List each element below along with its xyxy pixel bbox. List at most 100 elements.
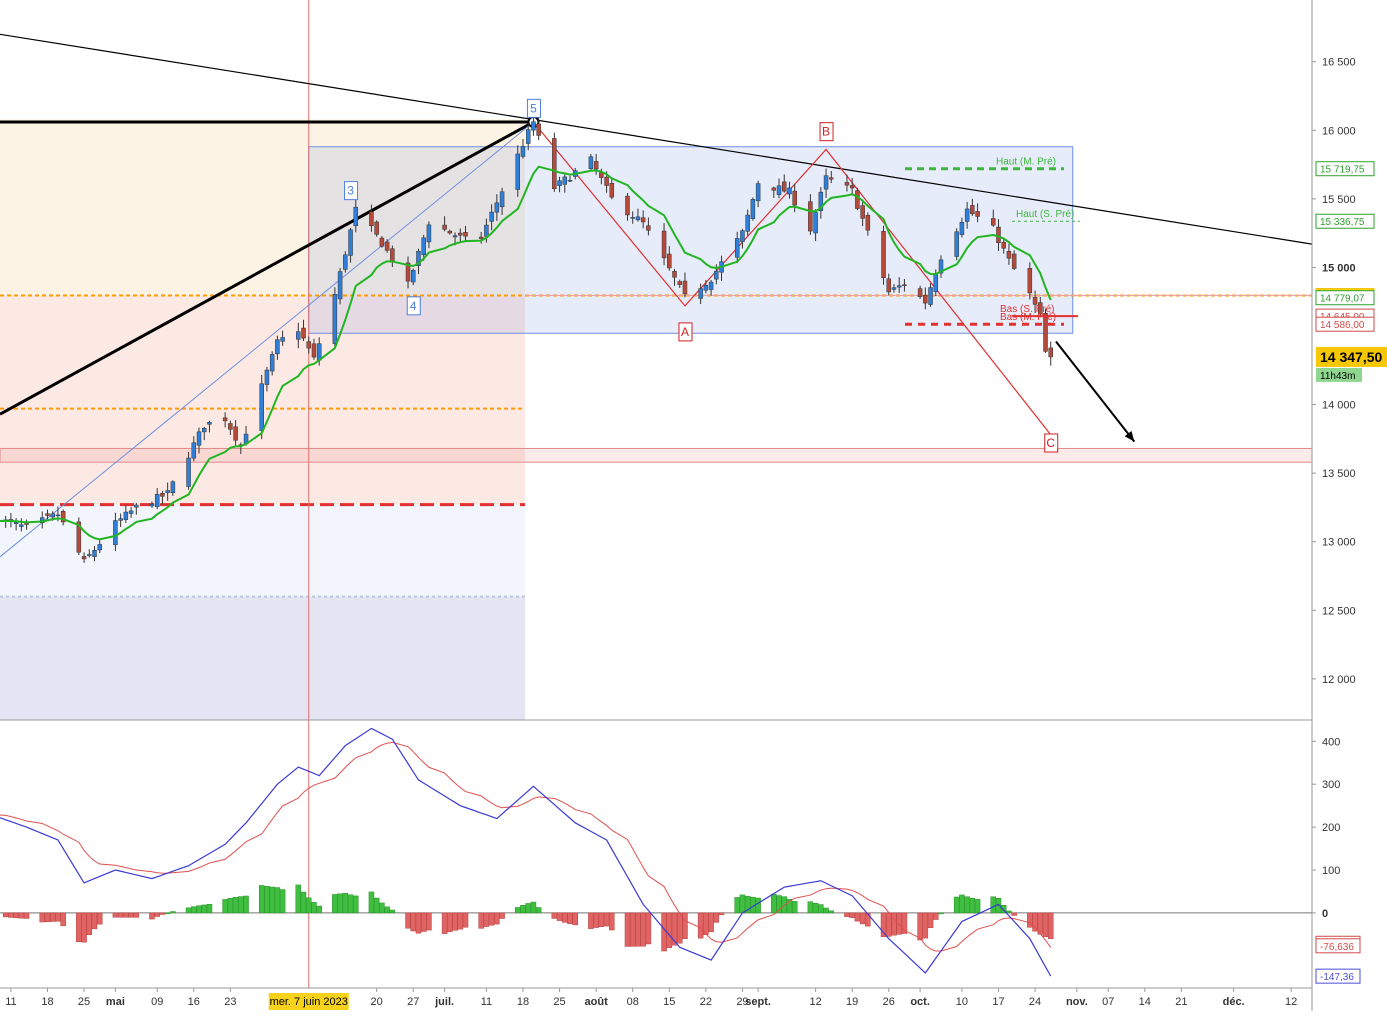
candle[interactable] [442,216,447,232]
candle[interactable] [886,273,892,296]
candle[interactable] [60,509,66,526]
candle[interactable] [640,210,646,229]
candle[interactable] [269,351,275,376]
candle[interactable] [808,194,813,235]
candle[interactable] [405,256,411,289]
candle[interactable] [928,283,933,307]
candle[interactable] [708,279,714,296]
candle[interactable] [1038,296,1043,317]
candle[interactable] [881,225,886,285]
candle[interactable] [818,187,824,219]
candle[interactable] [1032,290,1038,314]
candle[interactable] [661,223,667,266]
candle[interactable] [970,198,975,217]
candle[interactable] [463,225,468,242]
candle[interactable] [938,255,944,278]
candle[interactable] [458,228,463,243]
candle[interactable] [609,177,615,200]
candle[interactable] [489,204,494,231]
candle[interactable] [379,236,385,248]
candle[interactable] [118,513,123,527]
candle[interactable] [1048,341,1053,366]
candle[interactable] [374,220,379,237]
candle[interactable] [552,132,557,192]
candle[interactable] [348,227,353,263]
candle[interactable] [87,549,92,558]
candle[interactable] [154,488,160,510]
candle[interactable] [698,283,703,305]
candle[interactable] [646,217,651,236]
candle[interactable] [1001,239,1006,254]
candle[interactable] [160,490,165,505]
candle[interactable] [515,145,521,197]
candle[interactable] [76,517,82,556]
candle[interactable] [625,193,630,221]
candle[interactable] [1011,250,1017,271]
candle[interactable] [776,178,782,199]
candle[interactable] [954,228,959,261]
candle[interactable] [19,518,24,532]
candle[interactable] [855,187,860,211]
candle[interactable] [567,175,573,183]
candle[interactable] [45,509,50,520]
candle[interactable] [186,451,191,490]
candle[interactable] [672,268,677,286]
candle[interactable] [959,217,965,238]
candle[interactable] [499,187,505,215]
candle[interactable] [134,502,139,515]
candle[interactable] [917,285,923,299]
candle[interactable] [207,420,212,433]
candle[interactable] [369,204,374,232]
candle[interactable] [823,168,829,198]
candle[interactable] [123,505,129,523]
candle[interactable] [416,248,421,275]
candle[interactable] [233,420,238,448]
candle[interactable] [557,176,562,193]
candle[interactable] [426,221,432,249]
candle[interactable] [667,246,672,271]
candle[interactable] [113,512,118,552]
candle[interactable] [264,366,270,392]
candle[interactable] [630,211,635,224]
candle[interactable] [891,284,897,293]
candle[interactable] [353,198,359,233]
candle[interactable] [787,181,792,199]
candle[interactable] [421,234,426,261]
candle[interactable] [97,538,102,554]
candle[interactable] [829,170,834,183]
candle[interactable] [703,280,709,294]
candle[interactable] [750,197,756,221]
candle[interactable] [896,277,902,293]
candle[interactable] [337,267,343,305]
candle[interactable] [520,139,526,159]
candle[interactable] [781,174,787,193]
candle[interactable] [682,272,688,298]
candle[interactable] [191,436,197,462]
candle[interactable] [494,194,500,221]
candle[interactable] [447,229,453,235]
candle[interactable] [410,268,416,286]
candle[interactable] [813,209,818,242]
candle[interactable] [860,199,865,227]
candle[interactable] [536,117,541,141]
candle[interactable] [384,239,390,253]
candle[interactable] [478,231,484,244]
candle[interactable] [902,279,907,292]
candle[interactable] [149,501,155,508]
candle[interactable] [165,482,170,501]
candle[interactable] [128,506,134,518]
candle[interactable] [81,552,87,563]
candle[interactable] [975,203,980,223]
candle[interactable] [311,338,317,360]
candle[interactable] [635,208,641,222]
candle[interactable] [923,287,928,310]
candle[interactable] [677,279,682,288]
candle[interactable] [301,319,306,341]
candle[interactable] [865,212,871,236]
candle[interactable] [740,228,745,249]
candle[interactable] [755,180,761,208]
candle[interactable] [275,335,280,360]
candle[interactable] [991,209,996,227]
candle[interactable] [280,330,285,346]
